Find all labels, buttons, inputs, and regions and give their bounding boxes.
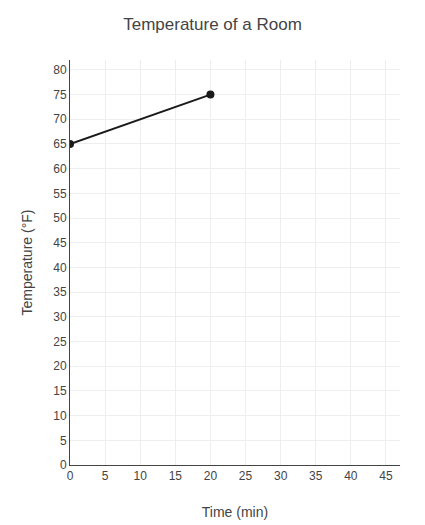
svg-text:10: 10 — [53, 409, 67, 423]
svg-text:0: 0 — [60, 458, 67, 472]
svg-text:Time (min): Time (min) — [202, 504, 268, 520]
svg-text:Temperature of a Room: Temperature of a Room — [123, 15, 302, 34]
svg-text:5: 5 — [102, 469, 109, 483]
svg-text:0: 0 — [67, 469, 74, 483]
svg-text:10: 10 — [134, 469, 148, 483]
svg-text:80: 80 — [53, 63, 67, 77]
svg-text:20: 20 — [204, 469, 218, 483]
svg-text:30: 30 — [274, 469, 288, 483]
svg-text:30: 30 — [53, 310, 67, 324]
svg-text:65: 65 — [53, 137, 67, 151]
svg-text:40: 40 — [53, 261, 67, 275]
svg-text:70: 70 — [53, 112, 67, 126]
svg-text:25: 25 — [53, 335, 67, 349]
svg-text:45: 45 — [379, 469, 393, 483]
svg-text:50: 50 — [53, 211, 67, 225]
svg-text:35: 35 — [309, 469, 323, 483]
svg-text:35: 35 — [53, 285, 67, 299]
svg-text:55: 55 — [53, 187, 67, 201]
svg-text:15: 15 — [53, 384, 67, 398]
svg-text:60: 60 — [53, 162, 67, 176]
svg-text:25: 25 — [239, 469, 253, 483]
svg-text:5: 5 — [60, 434, 67, 448]
svg-text:20: 20 — [53, 359, 67, 373]
svg-text:75: 75 — [53, 88, 67, 102]
svg-text:45: 45 — [53, 236, 67, 250]
svg-text:Temperature (°F): Temperature (°F) — [19, 210, 35, 316]
svg-text:15: 15 — [169, 469, 183, 483]
svg-text:40: 40 — [344, 469, 358, 483]
